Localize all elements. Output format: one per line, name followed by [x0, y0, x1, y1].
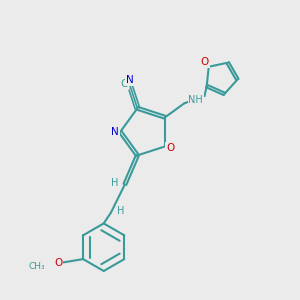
Text: H: H [111, 178, 118, 188]
Text: CH₃: CH₃ [28, 262, 45, 271]
Text: H: H [117, 206, 124, 216]
Text: O: O [54, 258, 62, 268]
Text: NH: NH [188, 95, 203, 105]
Text: N: N [111, 127, 119, 137]
Text: O: O [166, 143, 174, 153]
Text: O: O [201, 57, 209, 67]
Text: C: C [120, 79, 128, 89]
Text: N: N [125, 75, 133, 85]
